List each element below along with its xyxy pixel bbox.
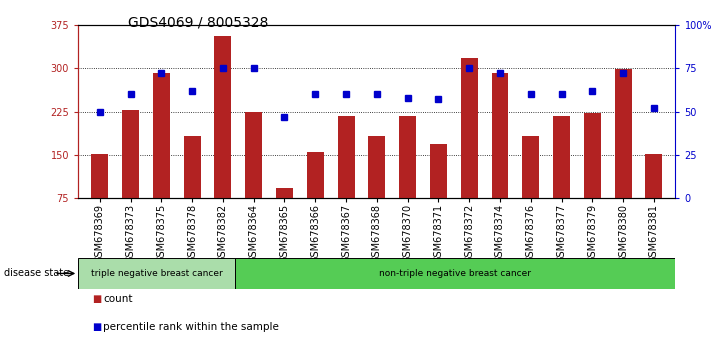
Bar [399,115,416,198]
Bar [276,188,293,198]
Text: triple negative breast cancer: triple negative breast cancer [91,269,223,278]
Text: count: count [103,294,132,304]
Bar [78,258,235,289]
Bar [553,115,570,198]
Bar [491,73,508,198]
Bar [368,136,385,198]
Bar [430,144,447,198]
Bar [523,136,539,198]
Bar [153,73,170,198]
Text: disease state: disease state [4,268,69,278]
Bar [646,154,663,198]
Text: GDS4069 / 8005328: GDS4069 / 8005328 [128,16,268,30]
Bar [91,154,108,198]
Bar [215,36,231,198]
Text: non-triple negative breast cancer: non-triple negative breast cancer [380,269,531,278]
Bar [461,58,478,198]
Bar [306,152,324,198]
Bar [584,113,601,198]
Bar [235,258,675,289]
Text: ■: ■ [92,322,102,332]
Text: ■: ■ [92,294,102,304]
Bar [245,112,262,198]
Bar [614,69,631,198]
Text: percentile rank within the sample: percentile rank within the sample [103,322,279,332]
Bar [122,110,139,198]
Bar [183,136,201,198]
Bar [338,115,355,198]
